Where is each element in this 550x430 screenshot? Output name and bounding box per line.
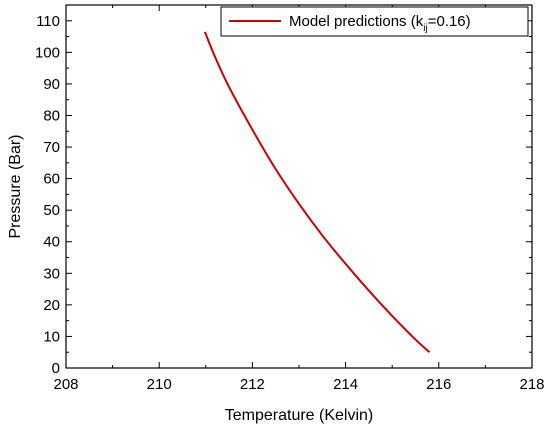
x-tick-label: 210 <box>147 376 172 393</box>
y-tick-label: 90 <box>43 76 60 93</box>
series-layer <box>203 31 431 353</box>
series-line-model-predictions <box>203 31 431 353</box>
y-axis-title: Pressure (Bar) <box>7 134 24 238</box>
plot-frame <box>65 4 533 369</box>
y-tick-label: 30 <box>43 265 60 282</box>
y-tick-label: 40 <box>43 234 60 251</box>
y-tick-label: 100 <box>35 44 60 61</box>
y-tick-label: 80 <box>43 107 60 124</box>
legend-label: Model predictions (kij=0.16) <box>289 13 471 34</box>
plot-area <box>65 4 533 369</box>
y-tick-label: 70 <box>43 139 60 156</box>
y-tick-label: 50 <box>43 202 60 219</box>
x-tick-label: 216 <box>426 376 451 393</box>
legend: Model predictions (kij=0.16) <box>220 6 529 37</box>
x-axis-ticks: 208 210 212 214 216 218 <box>53 5 545 393</box>
legend-label-subscript: ij <box>423 23 427 34</box>
x-tick-label: 212 <box>240 376 265 393</box>
y-tick-label: 60 <box>43 171 60 188</box>
x-tick-label: 214 <box>333 376 358 393</box>
legend-label-suffix: =0.16) <box>428 13 471 30</box>
legend-label-prefix: Model predictions (k <box>289 13 424 30</box>
y-tick-label: 20 <box>43 297 60 314</box>
y-tick-label: 0 <box>52 360 60 377</box>
y-tick-label: 10 <box>43 328 60 345</box>
x-tick-label: 208 <box>53 376 78 393</box>
x-axis-title: Temperature (Kelvin) <box>225 407 374 424</box>
y-tick-label: 110 <box>36 13 60 30</box>
y-axis-ticks: 0 10 20 30 40 50 60 70 80 90 100 110 <box>35 13 532 377</box>
x-tick-label: 218 <box>519 376 544 393</box>
